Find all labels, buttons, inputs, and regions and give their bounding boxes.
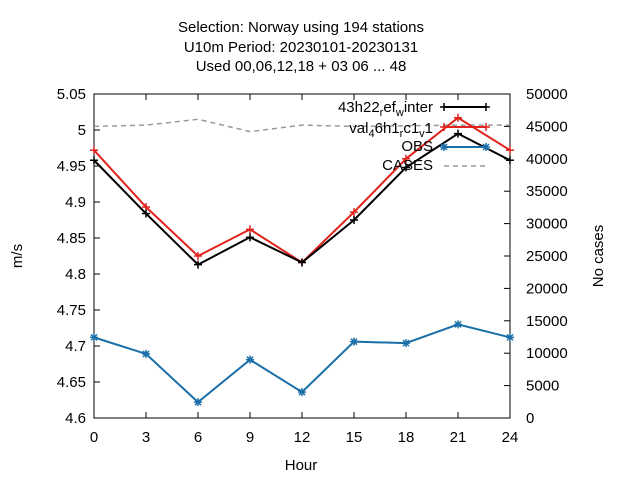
y2-tick-label: 20000 [526,280,568,297]
series-1-point [194,260,202,269]
series-2-point [90,146,98,155]
series-1 [90,129,514,269]
series-1-point [298,258,306,267]
series-2-point [194,252,202,260]
series-2 [90,113,514,267]
series-1-point [506,156,514,165]
y2-tick-label: 30000 [526,216,568,233]
legend-label-series-1: 43h22refwinter [338,99,433,119]
y-tick-label: 4.7 [65,338,86,355]
x-tick-label: 6 [194,429,202,446]
title-line-1: Selection: Norway using 194 stations [178,19,424,36]
y-tick-label: 4.95 [57,158,86,175]
legend-label-cases: CASES [382,157,433,174]
title-line-3: Used 00,06,12,18 + 03 06 ... 48 [196,58,407,75]
y2-tick-label: 40000 [526,151,568,168]
y2-axis-ticks: 0 5000 10000 15000 20000 25000 30000 35000 40000… [504,86,568,427]
series-3-point [454,320,462,329]
y-tick-label: 4.9 [65,194,86,211]
plot-frame [93,93,511,419]
series-3-point [298,388,306,397]
y-tick-label: 4.6 [65,410,86,427]
series-4-line [93,118,510,133]
legend-marker-1 [482,103,490,111]
series-3 [90,320,514,407]
series-1-point [142,209,150,218]
x-tick-label: 0 [90,429,98,446]
legend-marker-1 [440,103,448,111]
series-3-point [194,398,202,407]
series-2-point [350,208,358,217]
series-3-point [246,355,254,364]
x-tick-label: 15 [346,429,363,446]
legend: 43h22refwinter val46h1rc1v1 OBS CASES [338,99,490,174]
x-axis-label: Hour [285,457,318,474]
series-1-point [90,156,98,165]
series-2-point [454,113,462,122]
chart-title: Selection: Norway using 194 stations U10… [178,19,424,75]
y-tick-label: 4.65 [57,374,86,391]
y-tick-label: 4.75 [57,302,86,319]
y2-tick-label: 5000 [526,378,559,395]
legend-marker-2 [440,123,448,131]
series-4 [93,118,510,133]
legend-marker-3 [482,143,490,151]
series-1-point [350,216,358,224]
y-tick-label: 4.8 [65,266,86,283]
y2-axis-label: No cases [590,225,607,288]
series-1-line [93,132,511,266]
y2-tick-label: 45000 [526,118,568,135]
y2-tick-label: 0 [526,410,534,427]
legend-label-series-2: val46h1rc1v1 [349,120,433,140]
y2-tick-label: 50000 [526,86,568,103]
y2-tick-label: 25000 [526,248,568,265]
legend-marker-3 [440,143,448,151]
series-1-point [454,129,462,138]
series-3-point [402,339,410,348]
series-3-point [90,333,98,342]
x-axis-ticks: 0 3 6 9 12 15 18 21 24 [90,94,519,446]
y2-tick-label: 10000 [526,345,568,362]
series-2-point [246,225,254,234]
x-tick-label: 12 [294,429,311,446]
x-tick-label: 9 [246,429,254,446]
y2-tick-label: 35000 [526,183,568,200]
series-1-point [402,163,410,172]
series-3-point [142,349,150,358]
legend-label-obs: OBS [401,138,433,155]
y-tick-label: 4.85 [57,230,86,247]
x-tick-label: 3 [142,429,150,446]
x-tick-label: 18 [398,429,415,446]
x-tick-label: 24 [502,429,519,446]
y-axis-label: m/s [9,244,26,268]
title-line-2: U10m Period: 20230101-20230131 [184,39,418,56]
legend-samples [440,103,490,167]
series-3-point [506,333,514,342]
y2-tick-label: 15000 [526,313,568,330]
series-1-point [246,233,254,242]
y-tick-label: 5.05 [57,86,86,103]
series-2-point [402,154,410,163]
series-2-point [506,146,514,155]
series-3-point [350,337,358,346]
legend-marker-2 [482,123,490,131]
series-layer [90,113,514,407]
y-axis-ticks: 4.6 4.65 4.7 4.75 4.8 4.85 4.9 4.95 5 5.05 [57,86,100,427]
x-tick-label: 21 [450,429,467,446]
y-tick-label: 5 [78,122,86,139]
